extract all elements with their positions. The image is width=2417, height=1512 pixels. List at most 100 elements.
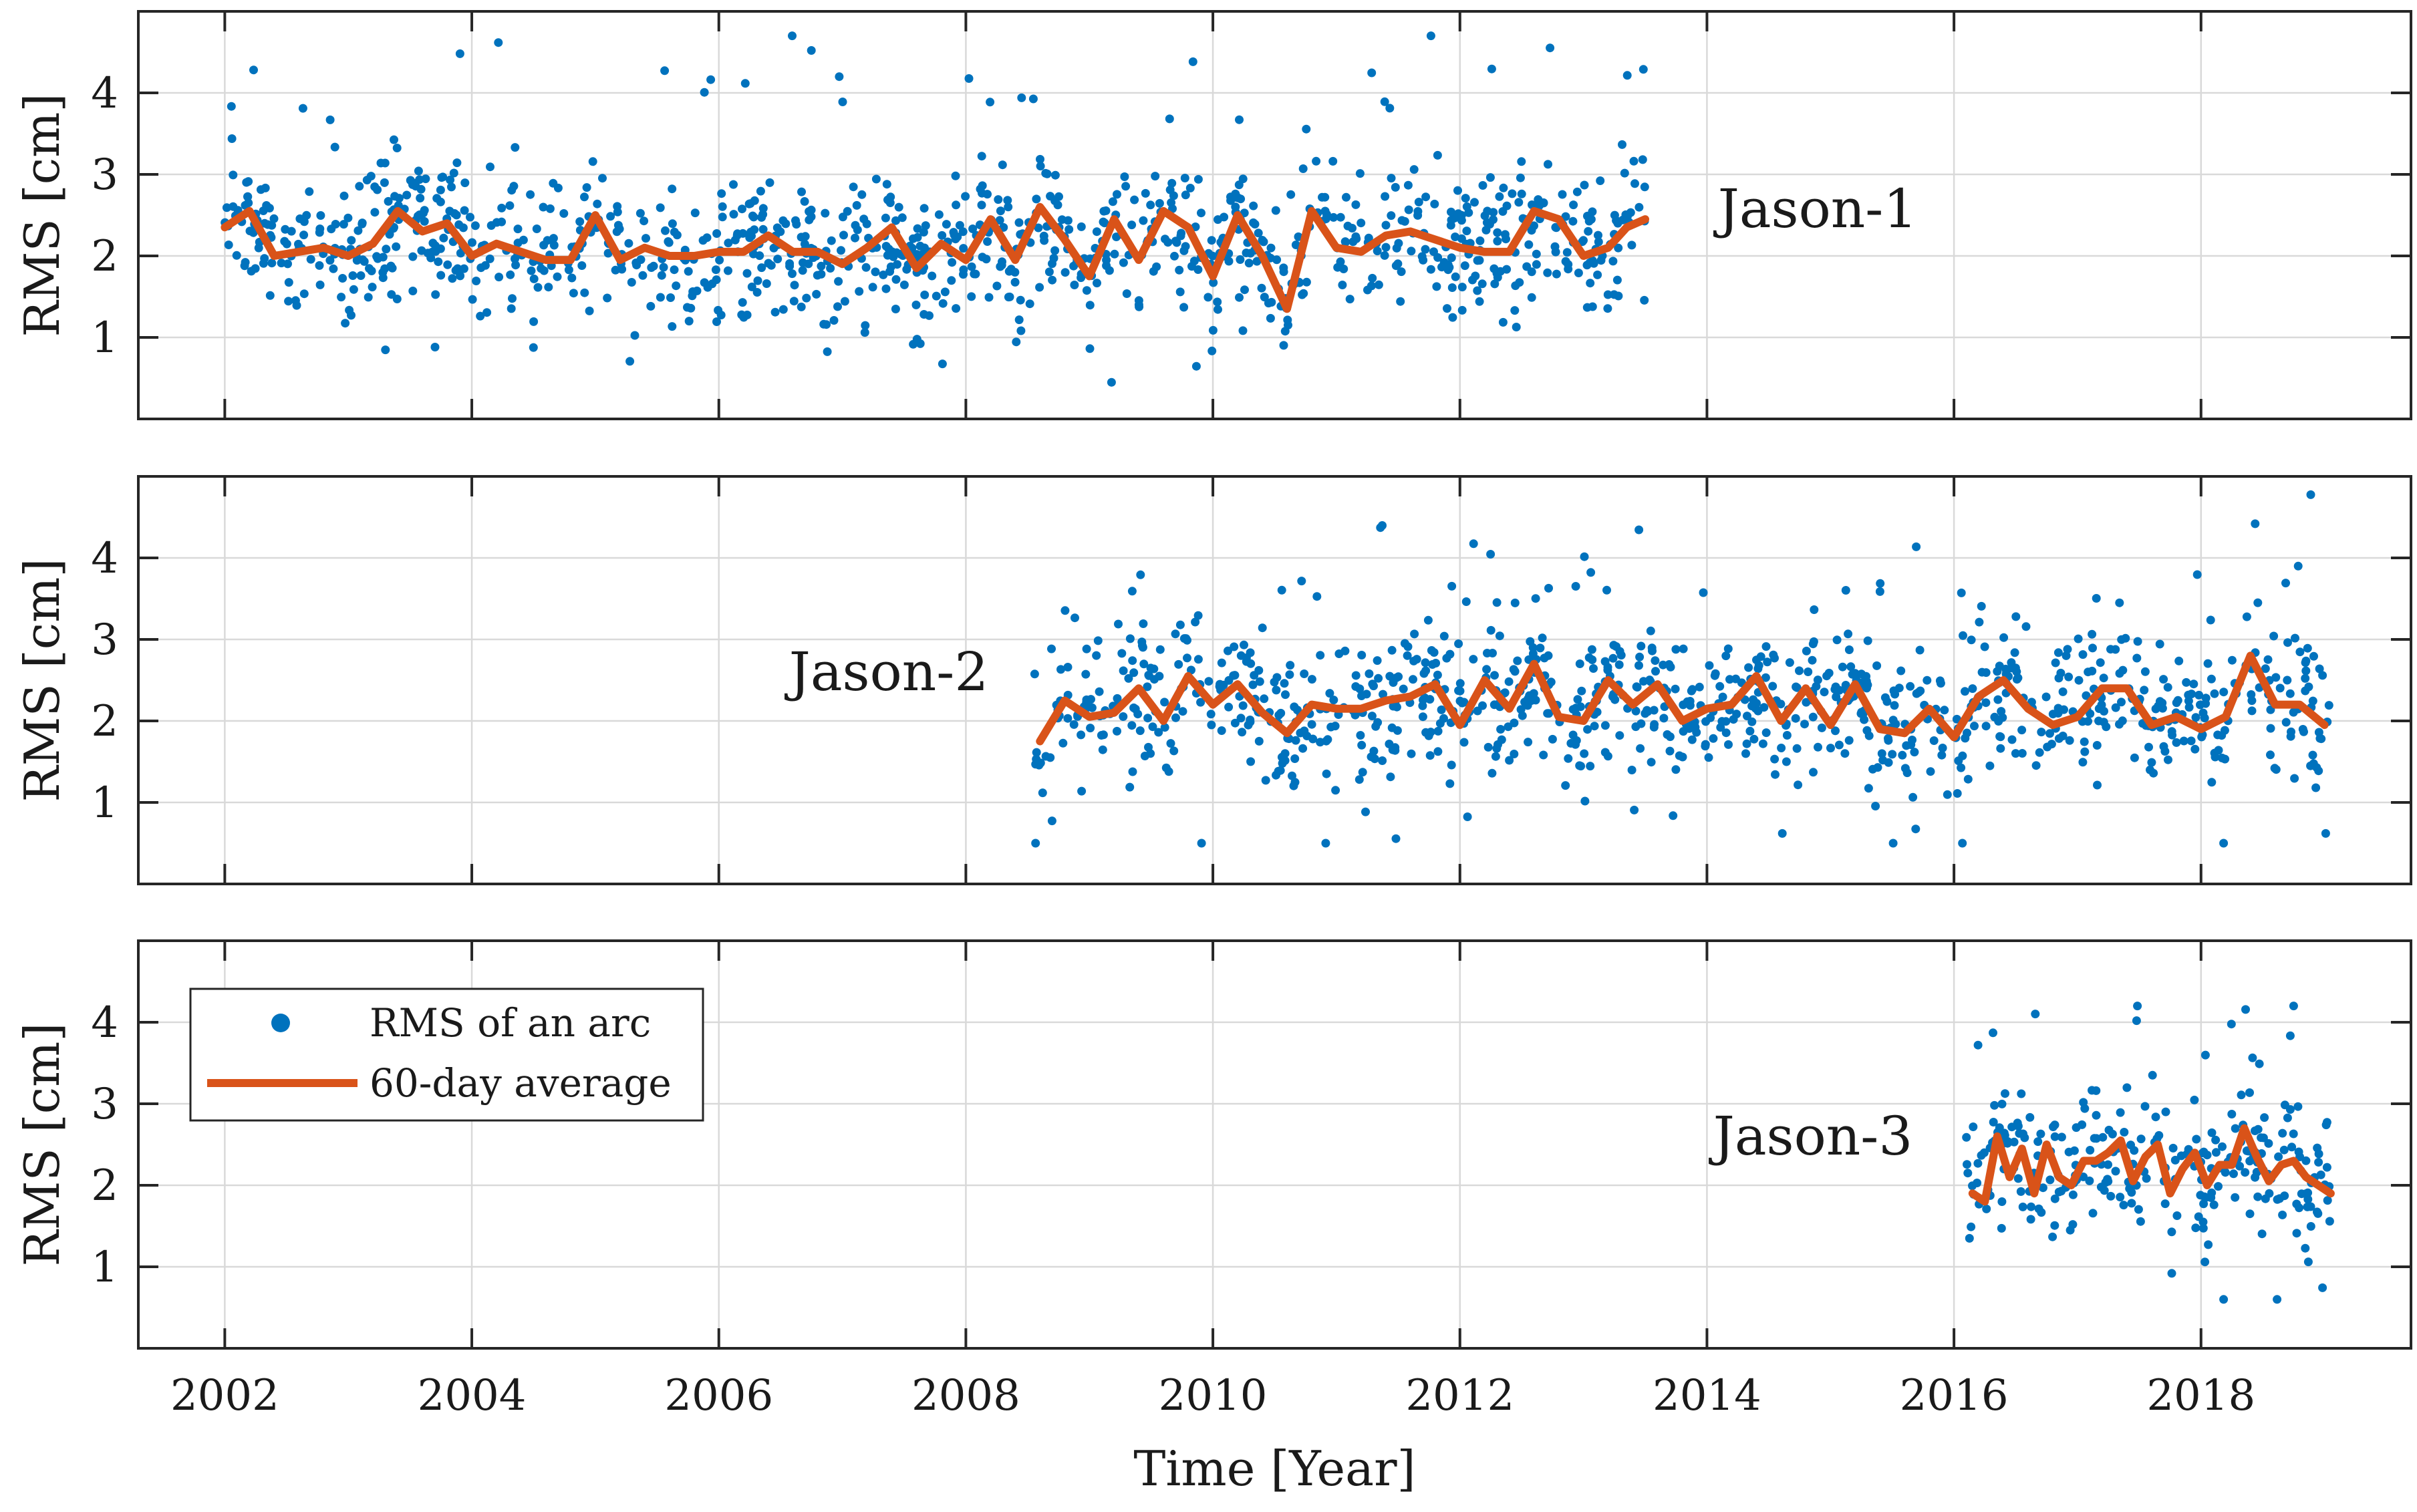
data-point xyxy=(986,98,995,107)
data-point xyxy=(1167,178,1177,188)
x-tick-label: 2004 xyxy=(418,1371,527,1420)
data-point xyxy=(1551,222,1560,232)
data-point xyxy=(1322,769,1331,778)
data-point xyxy=(788,269,797,279)
data-point xyxy=(1729,715,1738,724)
data-point xyxy=(2142,1174,2151,1183)
data-point xyxy=(1271,206,1280,215)
data-point xyxy=(2242,612,2251,621)
data-point xyxy=(480,261,490,270)
data-point xyxy=(625,357,635,366)
data-point xyxy=(1910,748,1919,757)
data-point xyxy=(2167,1227,2176,1237)
data-point xyxy=(801,232,810,241)
data-point xyxy=(2136,1135,2146,1144)
data-point xyxy=(1459,738,1469,747)
data-point xyxy=(452,158,462,168)
panel-jason-3: 1 2 3 4 RMS [cm] Jason-3 2002 2004 2006 2008 2010 2… xyxy=(14,939,2412,1497)
data-point xyxy=(1161,763,1171,772)
data-point xyxy=(1445,649,1455,659)
data-point xyxy=(1193,174,1203,184)
data-point xyxy=(2056,668,2066,677)
data-point xyxy=(1175,265,1184,275)
data-point xyxy=(1426,265,1435,274)
data-point xyxy=(1498,317,1508,327)
data-point xyxy=(1381,220,1391,230)
data-point xyxy=(959,244,968,253)
data-point xyxy=(2174,656,2184,665)
plot-area xyxy=(138,11,2411,419)
data-point xyxy=(1110,249,1119,259)
data-point xyxy=(1502,235,1510,244)
data-point xyxy=(330,142,339,152)
data-point xyxy=(1692,728,1701,737)
data-point xyxy=(1420,693,1429,702)
data-point xyxy=(2050,1221,2059,1230)
data-point xyxy=(2013,1174,2023,1183)
y-tick-label: 1 xyxy=(91,313,118,363)
data-point xyxy=(1031,839,1040,848)
data-point xyxy=(1871,802,1880,810)
data-point xyxy=(1603,304,1612,313)
data-point xyxy=(284,278,293,287)
data-point xyxy=(247,226,256,236)
data-point xyxy=(2118,665,2128,675)
data-point xyxy=(355,182,364,191)
data-point xyxy=(1397,267,1406,277)
data-point xyxy=(1394,672,1403,682)
data-point xyxy=(1312,592,1322,601)
data-point xyxy=(2026,1215,2035,1224)
data-point xyxy=(1368,679,1377,689)
data-point xyxy=(1374,673,1383,683)
data-point xyxy=(240,261,249,271)
data-point xyxy=(718,212,727,222)
data-point xyxy=(2115,598,2124,607)
data-point xyxy=(1279,341,1288,350)
data-point xyxy=(1143,682,1152,692)
data-point xyxy=(638,271,648,280)
data-point xyxy=(2063,645,2072,654)
data-point xyxy=(1290,778,1300,787)
data-point xyxy=(408,287,418,295)
data-point xyxy=(1532,260,1541,269)
data-point xyxy=(2094,704,2104,714)
data-point xyxy=(938,299,948,308)
data-point xyxy=(1973,1159,1983,1168)
data-point xyxy=(2235,1161,2245,1171)
data-point xyxy=(742,310,752,319)
data-point xyxy=(1959,631,1967,640)
data-point xyxy=(2301,1189,2310,1199)
data-point xyxy=(1034,223,1043,233)
data-point xyxy=(1758,739,1767,748)
data-point xyxy=(934,210,944,219)
data-point xyxy=(925,311,934,320)
data-point xyxy=(1388,745,1397,754)
data-point xyxy=(2011,612,2021,621)
data-point xyxy=(1822,671,1832,681)
data-point xyxy=(2092,594,2101,603)
data-point xyxy=(2261,1194,2270,1203)
data-point xyxy=(2082,691,2091,700)
data-point xyxy=(2163,683,2172,692)
data-point xyxy=(835,72,844,82)
data-point xyxy=(1413,210,1423,220)
data-point xyxy=(1640,295,1649,305)
data-point xyxy=(855,287,864,296)
data-point xyxy=(1092,227,1101,237)
data-point xyxy=(439,233,448,243)
data-point xyxy=(1298,164,1308,173)
data-point xyxy=(2179,736,2188,746)
data-point xyxy=(1627,766,1637,774)
data-point xyxy=(2253,1192,2263,1201)
data-point xyxy=(792,220,801,229)
x-tick-label: 2012 xyxy=(1405,1371,1514,1420)
data-point xyxy=(1181,190,1190,200)
data-point xyxy=(1113,190,1121,199)
data-point xyxy=(1616,651,1626,660)
data-point xyxy=(1280,679,1289,688)
data-point xyxy=(1197,208,1205,218)
data-point xyxy=(1032,194,1041,204)
data-point xyxy=(1580,796,1590,806)
data-point xyxy=(1594,237,1603,247)
data-point xyxy=(773,255,783,264)
